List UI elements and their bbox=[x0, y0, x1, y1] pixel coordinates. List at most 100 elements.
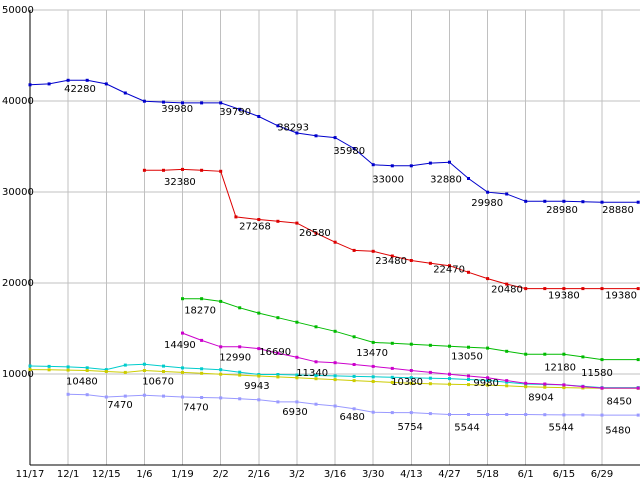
price-label: 23480 bbox=[375, 256, 407, 267]
data-point-marker bbox=[467, 345, 470, 349]
price-label: 19380 bbox=[548, 291, 580, 302]
data-point-marker bbox=[581, 287, 585, 291]
data-point-marker bbox=[448, 382, 451, 386]
data-point-marker bbox=[600, 358, 604, 362]
data-point-marker bbox=[181, 297, 184, 301]
x-tick-label: 11/17 bbox=[16, 469, 45, 480]
price-label: 22470 bbox=[433, 264, 465, 275]
data-point-marker bbox=[123, 363, 127, 367]
x-axis-labels: 11/17 12/1 12/15 1/6 1/19 2/2 2/16 3/2 3/16 3/30 4… bbox=[16, 469, 614, 480]
x-tick-label: 3/16 bbox=[324, 469, 346, 480]
price-label: 19380 bbox=[605, 291, 637, 302]
data-point-marker bbox=[428, 370, 432, 374]
data-point-marker bbox=[409, 259, 413, 262]
x-tick-label: 2/16 bbox=[248, 469, 270, 480]
y-tick-label: 20000 bbox=[2, 278, 34, 289]
data-point-marker bbox=[219, 101, 223, 105]
data-point-marker bbox=[505, 379, 509, 383]
price-label: 39980 bbox=[161, 104, 193, 115]
price-label: 28980 bbox=[546, 205, 578, 216]
data-point-marker bbox=[562, 287, 566, 291]
price-label: 29980 bbox=[471, 198, 503, 209]
y-tick-label: 40000 bbox=[2, 96, 34, 107]
data-point-marker bbox=[371, 375, 375, 379]
price-label: 6480 bbox=[339, 412, 364, 423]
data-point-marker bbox=[636, 287, 640, 291]
data-point-marker bbox=[543, 413, 547, 417]
data-point-marker bbox=[234, 215, 238, 219]
data-point-marker bbox=[371, 340, 375, 344]
data-point-marker bbox=[543, 287, 547, 291]
data-point-marker bbox=[276, 375, 280, 379]
data-point-marker bbox=[600, 413, 604, 417]
data-point-marker bbox=[181, 331, 184, 335]
price-label: 7470 bbox=[183, 403, 208, 414]
data-point-marker bbox=[257, 374, 261, 378]
x-tick-label: 1/6 bbox=[136, 469, 152, 480]
data-point-marker bbox=[200, 371, 204, 375]
data-point-marker bbox=[333, 374, 337, 378]
data-point-marker bbox=[524, 385, 528, 389]
data-point-marker bbox=[219, 345, 223, 349]
data-point-marker bbox=[581, 200, 585, 204]
price-label: 12180 bbox=[544, 363, 576, 374]
data-point-marker bbox=[428, 161, 432, 165]
price-label: 10670 bbox=[142, 376, 174, 387]
data-point-marker bbox=[543, 352, 547, 356]
data-point-marker bbox=[352, 335, 356, 339]
data-point-marker bbox=[200, 297, 204, 301]
price-label: 13050 bbox=[451, 352, 483, 363]
data-point-marker bbox=[409, 342, 413, 346]
x-tick-label: 6/15 bbox=[553, 469, 575, 480]
data-point-marker bbox=[181, 395, 184, 399]
price-label: 6930 bbox=[282, 407, 307, 418]
data-point-marker bbox=[295, 373, 299, 377]
data-point-marker bbox=[238, 397, 242, 401]
price-label: 16690 bbox=[259, 347, 291, 358]
data-point-marker bbox=[104, 370, 108, 373]
data-point-marker bbox=[428, 343, 432, 347]
data-point-marker bbox=[428, 261, 432, 265]
data-point-marker bbox=[142, 168, 146, 172]
data-point-marker bbox=[238, 107, 242, 111]
series-price-line-red bbox=[142, 167, 640, 291]
data-point-marker bbox=[28, 368, 32, 372]
data-point-marker bbox=[162, 100, 165, 104]
data-point-marker bbox=[181, 366, 184, 370]
price-label: 5754 bbox=[397, 422, 422, 433]
data-point-marker bbox=[636, 386, 640, 390]
data-point-marker bbox=[276, 351, 280, 355]
data-point-marker bbox=[162, 394, 165, 398]
data-point-marker bbox=[467, 383, 470, 387]
x-tick-label: 12/1 bbox=[57, 469, 79, 480]
x-tick-label: 12/15 bbox=[92, 469, 121, 480]
data-point-marker bbox=[142, 369, 146, 372]
price-label: 35980 bbox=[333, 146, 365, 157]
data-point-marker bbox=[314, 377, 318, 381]
data-point-marker bbox=[543, 199, 547, 203]
data-point-marker bbox=[47, 368, 51, 372]
data-point-marker bbox=[636, 358, 640, 362]
data-point-marker bbox=[66, 78, 70, 82]
data-point-marker bbox=[505, 413, 509, 416]
data-point-marker bbox=[467, 270, 470, 274]
data-point-marker bbox=[581, 355, 585, 359]
price-label: 39790 bbox=[219, 107, 251, 118]
price-label: 26580 bbox=[299, 228, 331, 239]
x-tick-label: 4/27 bbox=[438, 469, 460, 480]
data-point-marker bbox=[66, 365, 70, 369]
data-point-marker bbox=[314, 374, 318, 377]
data-point-marker bbox=[448, 264, 451, 268]
data-point-marker bbox=[467, 177, 470, 180]
x-tick-label: 6/29 bbox=[591, 469, 613, 480]
data-point-marker bbox=[295, 400, 299, 404]
data-point-marker bbox=[238, 370, 242, 374]
series-price-line-magenta bbox=[181, 331, 640, 390]
data-point-marker bbox=[448, 377, 451, 381]
data-point-marker bbox=[390, 164, 394, 168]
data-point-marker bbox=[352, 379, 356, 383]
data-point-marker bbox=[505, 349, 509, 353]
data-point-marker bbox=[238, 345, 242, 349]
data-point-marker bbox=[467, 378, 470, 381]
data-point-marker bbox=[562, 413, 566, 417]
